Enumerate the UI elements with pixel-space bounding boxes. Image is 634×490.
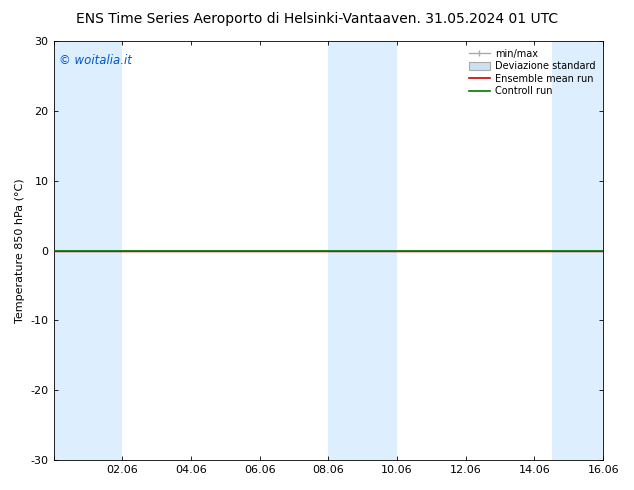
Legend: min/max, Deviazione standard, Ensemble mean run, Controll run: min/max, Deviazione standard, Ensemble m… [466, 46, 598, 99]
Bar [552, 41, 603, 460]
Text: © woitalia.it: © woitalia.it [59, 53, 132, 67]
Bar [53, 41, 122, 460]
Text: ENS Time Series Aeroporto di Helsinki-Vantaa: ENS Time Series Aeroporto di Helsinki-Va… [76, 12, 391, 26]
Y-axis label: Temperature 850 hPa (°C): Temperature 850 hPa (°C) [15, 178, 25, 323]
Text: ven. 31.05.2024 01 UTC: ven. 31.05.2024 01 UTC [391, 12, 558, 26]
Bar [328, 41, 397, 460]
